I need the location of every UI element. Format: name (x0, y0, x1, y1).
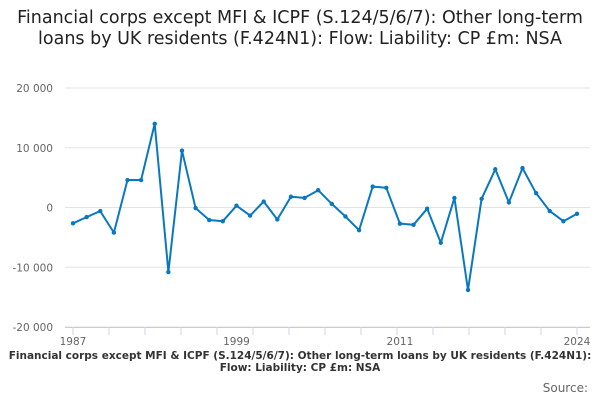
data-point[interactable] (520, 165, 525, 171)
data-point[interactable] (315, 187, 321, 193)
data-point[interactable] (234, 203, 239, 208)
data-point[interactable] (70, 221, 76, 226)
data-point[interactable] (343, 214, 348, 219)
data-point[interactable] (302, 195, 307, 201)
data-point[interactable] (479, 196, 484, 202)
data-point[interactable] (275, 217, 280, 222)
x-tick-label: 2011 (387, 336, 414, 348)
y-tick-label: 0 (46, 203, 53, 215)
data-point[interactable] (561, 219, 566, 224)
data-point[interactable] (179, 148, 185, 153)
y-tick-label: -20 000 (12, 322, 53, 334)
data-point[interactable] (125, 177, 130, 183)
data-point[interactable] (397, 221, 403, 226)
data-point[interactable] (84, 214, 89, 220)
source-label: Source: (542, 381, 588, 395)
data-point[interactable] (166, 269, 171, 275)
data-point[interactable] (247, 213, 253, 218)
x-tick-label: 2024 (564, 336, 591, 348)
data-point[interactable] (261, 199, 266, 204)
data-point[interactable] (288, 194, 294, 199)
x-tick-label: 1987 (60, 336, 87, 348)
series-line (72, 122, 578, 291)
data-point[interactable] (452, 195, 457, 201)
y-tick-label: 20 000 (16, 83, 53, 95)
data-point[interactable] (220, 219, 226, 224)
chart-title: Financial corps except MFI & ICPF (S.124… (17, 8, 583, 49)
data-point[interactable] (506, 200, 512, 205)
data-point[interactable] (493, 167, 498, 172)
data-point[interactable] (370, 184, 375, 189)
data-point[interactable] (152, 121, 157, 127)
data-point[interactable] (138, 177, 144, 183)
data-point[interactable] (574, 211, 580, 216)
data-point[interactable] (384, 185, 389, 190)
y-tick-label: -10 000 (12, 262, 53, 274)
data-point[interactable] (329, 201, 335, 207)
data-point[interactable] (111, 230, 117, 235)
data-point[interactable] (424, 206, 430, 211)
data-point[interactable] (547, 208, 552, 214)
chart-subtitle: Financial corps except MFI & ICPF (S.124… (8, 350, 592, 374)
data-point[interactable] (411, 222, 416, 228)
data-point[interactable] (356, 228, 362, 233)
data-point[interactable] (533, 190, 539, 196)
data-point[interactable] (193, 205, 198, 211)
data-point[interactable] (438, 240, 443, 245)
data-point[interactable] (207, 217, 212, 223)
data-point[interactable] (465, 287, 471, 293)
data-point[interactable] (98, 208, 103, 214)
y-tick-label: 10 000 (16, 143, 53, 155)
x-tick-label: 1999 (223, 336, 250, 348)
